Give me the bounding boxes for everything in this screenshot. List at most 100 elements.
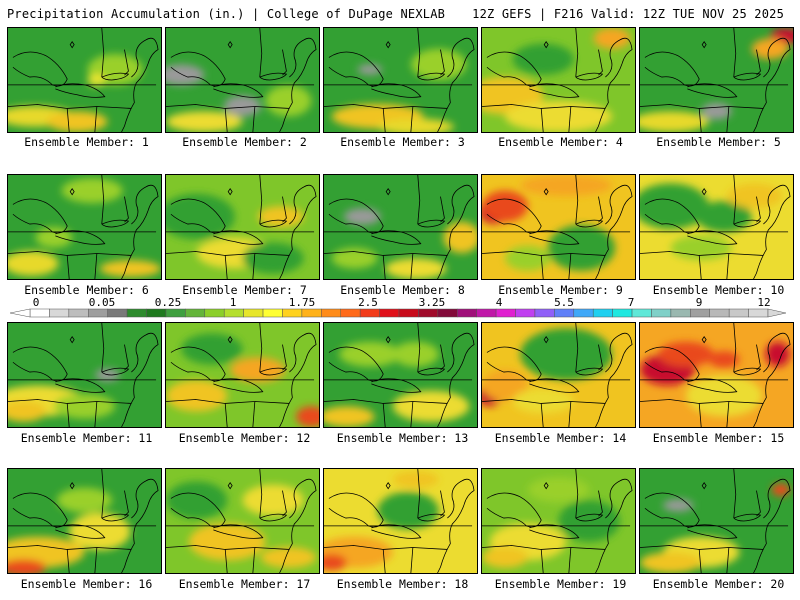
precip-area (482, 547, 528, 568)
ensemble-label-2: Ensemble Member: 2 (182, 135, 307, 149)
legend-tick-label: 2.5 (358, 296, 378, 309)
legend-swatch (68, 308, 89, 318)
legend-swatch (748, 308, 769, 318)
precip-area (166, 64, 205, 86)
precip-area (257, 206, 304, 227)
station-marker-icon (69, 336, 75, 344)
precip-area (443, 221, 477, 253)
legend-swatch (534, 308, 555, 318)
legend-swatch (359, 308, 380, 318)
legend-swatch (515, 308, 536, 318)
map-outlines (166, 469, 317, 573)
precip-field (640, 28, 793, 132)
precip-field (8, 469, 161, 573)
map-outlines (166, 175, 317, 279)
ensemble-map-15 (639, 322, 794, 428)
legend-tick-label: 3.25 (419, 296, 446, 309)
legend-swatch (728, 308, 749, 318)
legend-tick-label: 1 (230, 296, 237, 309)
map-outlines (640, 469, 791, 573)
precip-area (658, 341, 714, 367)
precip-area (99, 260, 161, 277)
map-outlines (324, 469, 475, 573)
precip-area (296, 406, 319, 427)
legend-swatch (165, 308, 186, 318)
precip-area (482, 190, 528, 222)
legend-tick-label: 0 (33, 296, 40, 309)
precip-field (640, 469, 793, 573)
precip-area (188, 523, 266, 561)
legend-swatch (29, 308, 50, 318)
ensemble-map-10 (639, 174, 794, 280)
ensemble-map-11 (7, 322, 162, 428)
precip-area (61, 178, 123, 204)
precip-area (504, 100, 613, 132)
precip-area (520, 175, 613, 196)
precip-area (392, 341, 439, 367)
precip-area (56, 487, 113, 513)
precip-area (640, 183, 709, 230)
station-marker-icon (543, 41, 549, 49)
ensemble-label-15: Ensemble Member: 15 (652, 431, 785, 445)
precip-field (324, 175, 477, 279)
legend-tick-label: 12 (757, 296, 770, 309)
ensemble-label-18: Ensemble Member: 18 (336, 577, 469, 591)
station-marker-icon (69, 188, 75, 196)
map-outlines (324, 175, 475, 279)
precip-field (8, 323, 161, 427)
precip-area (242, 484, 304, 516)
precip-area (339, 341, 401, 367)
precip-area (392, 471, 439, 488)
precip-field (482, 175, 635, 279)
station-marker-icon (385, 336, 391, 344)
precip-field (166, 28, 319, 132)
legend-swatch (262, 308, 283, 318)
precip-area (685, 375, 763, 417)
precip-field (8, 175, 161, 279)
legend-swatch (612, 308, 633, 318)
legend-swatch (690, 308, 710, 318)
legend-swatch (670, 308, 691, 318)
legend-bar: 0 0.05 0.25 1 1.75 2.5 3.25 4 5.5 7 9 12 (9, 296, 787, 318)
station-marker-icon (227, 41, 233, 49)
station-marker-icon (227, 188, 233, 196)
legend-swatch (321, 308, 341, 318)
legend-swatch (573, 308, 594, 318)
precip-area (230, 357, 286, 383)
ensemble-label-6: Ensemble Member: 6 (24, 283, 149, 297)
ensemble-label-20: Ensemble Member: 20 (652, 577, 785, 591)
ensemble-label-13: Ensemble Member: 13 (336, 431, 469, 445)
ensemble-map-9 (481, 174, 636, 280)
legend-tick-label: 5.5 (554, 296, 574, 309)
precip-area (640, 111, 709, 132)
precip-area (343, 208, 381, 225)
ensemble-label-10: Ensemble Member: 10 (652, 283, 785, 297)
map-outlines (482, 28, 633, 132)
ensemble-map-5 (639, 27, 794, 133)
ensemble-label-11: Ensemble Member: 11 (20, 431, 153, 445)
map-outlines (640, 175, 791, 279)
precip-area (324, 406, 375, 427)
precip-area (527, 477, 590, 503)
precip-field (640, 323, 793, 427)
precip-field (324, 323, 477, 427)
station-marker-icon (227, 336, 233, 344)
station-marker-icon (69, 482, 75, 490)
precip-area (331, 247, 378, 269)
precip-area (520, 328, 613, 381)
legend-swatch (49, 308, 70, 318)
map-outlines (324, 28, 475, 132)
precip-area (377, 491, 439, 530)
precip-field (640, 175, 793, 279)
legend-tick-label: 0.05 (89, 296, 116, 309)
legend-swatch (476, 308, 497, 318)
precip-field (324, 469, 477, 573)
station-marker-icon (385, 188, 391, 196)
valid-time: 12Z GEFS | F216 Valid: 12Z TUE NOV 25 20… (472, 7, 784, 21)
legend-swatch (495, 308, 516, 318)
precip-area (547, 224, 616, 271)
ensemble-map-1 (7, 27, 162, 133)
station-marker-icon (543, 482, 549, 490)
ensemble-label-16: Ensemble Member: 16 (20, 577, 153, 591)
precip-area (357, 64, 383, 75)
